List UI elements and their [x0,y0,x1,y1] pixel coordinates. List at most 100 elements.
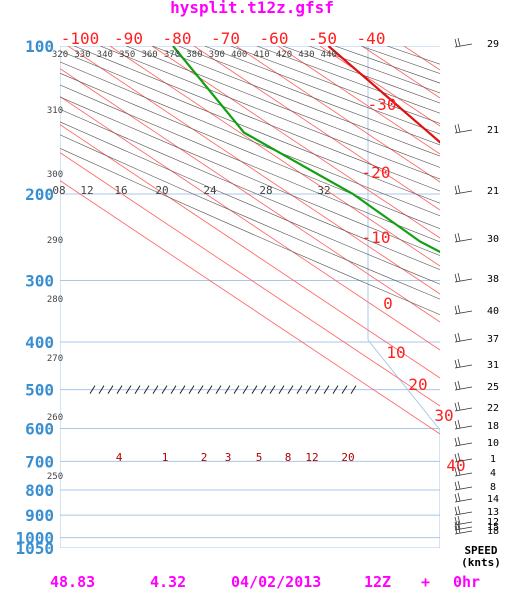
chart-title: hysplit.t12z.gfsf [170,0,334,17]
isotherm-line [277,46,440,155]
hatch-mark [341,385,348,394]
dry-adiabat [60,96,440,256]
dry-adiabat [256,46,440,114]
hatch-mark [206,385,213,394]
hatch-mark [89,385,96,394]
hatch-mark [116,385,123,394]
footer: 48.83 4.32 04/02/2013 12Z + 0hr [50,573,480,591]
hatch-mark [215,385,222,394]
theta-label: 440 [321,50,337,60]
wind-barb-shaft [454,43,473,48]
theta-label: 300 [47,170,63,180]
pressure-tick-label: 600 [25,420,54,439]
hatch-mark [233,385,240,394]
wind-barb-flag [457,419,461,429]
footer-lon: 4.32 [150,573,186,591]
temperature-tick-top: -80 [163,29,192,48]
wind-barb-shaft [454,472,473,477]
theta-label: 410 [253,50,269,60]
hatch-mark [332,385,339,394]
temperature-tick-top: -60 [260,29,289,48]
wind-speed-label: 18 [487,421,499,432]
wind-barb-flag [454,481,458,491]
footer-plus: + [421,573,430,591]
wind-barb-flag [457,436,461,446]
wind-barb-flag [454,305,458,315]
wind-barb-flag [457,380,461,390]
isotherm-line [60,180,440,435]
wind-barb-flag [457,232,461,242]
grid-lines [60,46,440,548]
temperature-tick-top: -40 [357,29,386,48]
hatch-mark [278,385,285,394]
profiles [172,46,440,254]
temperature-tick-top: -90 [114,29,143,48]
tropopause-hatch [89,385,357,394]
wind-barb-flag [454,381,458,391]
wind-barb-shaft [454,521,473,526]
footer-lat: 48.83 [50,573,95,591]
theta-label: 400 [231,50,247,60]
wind-barb-flag [457,492,461,502]
wind-barb-flag [454,493,458,503]
hatch-mark [161,385,168,394]
wind-barb-flag [457,524,461,534]
hatch-mark [197,385,204,394]
isotherm-line [235,46,440,183]
wind-barb-shaft [454,526,473,531]
theta-label: 370 [164,50,180,60]
wind-speed-label: 15 [487,522,499,533]
hatch-mark [134,385,141,394]
wind-speed-label: 25 [487,382,499,393]
temperature-tick-right: 0 [383,294,393,313]
temperature-tick-top: -70 [211,29,240,48]
mixing-ratio-label-bottom: 12 [305,451,318,464]
theta-label: 360 [141,50,157,60]
wind-barb-flag [454,420,458,430]
hatch-mark [314,385,321,394]
dry-adiabat [100,46,440,180]
wind-barb-flag [457,184,461,194]
theta-label: 270 [47,354,63,364]
wind-barb-flag [454,124,458,134]
hatch-mark [98,385,105,394]
theta-label: 250 [47,472,63,482]
wind-barb-flag [454,359,458,369]
wind-speed-label: 21 [487,186,499,197]
wind-speed-label: 40 [487,306,499,317]
theta-label: 260 [47,413,63,423]
wind-barb-flag [457,466,461,476]
wind-barb-flag [454,185,458,195]
hatch-mark [188,385,195,394]
wind-barb-shaft [454,386,473,391]
mixing-ratio-label-top: 16 [114,184,127,197]
mixing-ratio-label-top: 20 [155,184,168,197]
theta-label: 420 [276,50,292,60]
wind-barb-flag [457,452,461,462]
wind-barb-flag [457,520,461,530]
wind-barb-shaft [454,498,473,503]
mixing-ratio-label-bottom: 8 [285,451,292,464]
isotherm-line [151,46,440,239]
temperature-tick-top: -50 [308,29,337,48]
wind-barb-flag [454,333,458,343]
isotherm-line [67,46,440,295]
wind-barb-shaft [454,129,473,134]
temperature-tick-right: -20 [362,163,391,182]
wind-speed-label: 38 [487,274,499,285]
wind-barb-flag [457,515,461,525]
wind-barb-flag [454,38,458,48]
wind-barb-flag [457,304,461,314]
wind-barb-flag [457,37,461,47]
theta-label: 330 [74,50,90,60]
mixing-ratio-label-bottom: 3 [225,451,232,464]
hatch-mark [170,385,177,394]
dry-adiabat [60,134,440,300]
wind-barb-flag [454,521,458,531]
mixing-ratio-label-bottom: 1 [162,451,169,464]
hatch-mark [107,385,114,394]
mixing-ratio-label-bottom: 5 [256,451,263,464]
wind-speed-label: 14 [487,494,499,505]
